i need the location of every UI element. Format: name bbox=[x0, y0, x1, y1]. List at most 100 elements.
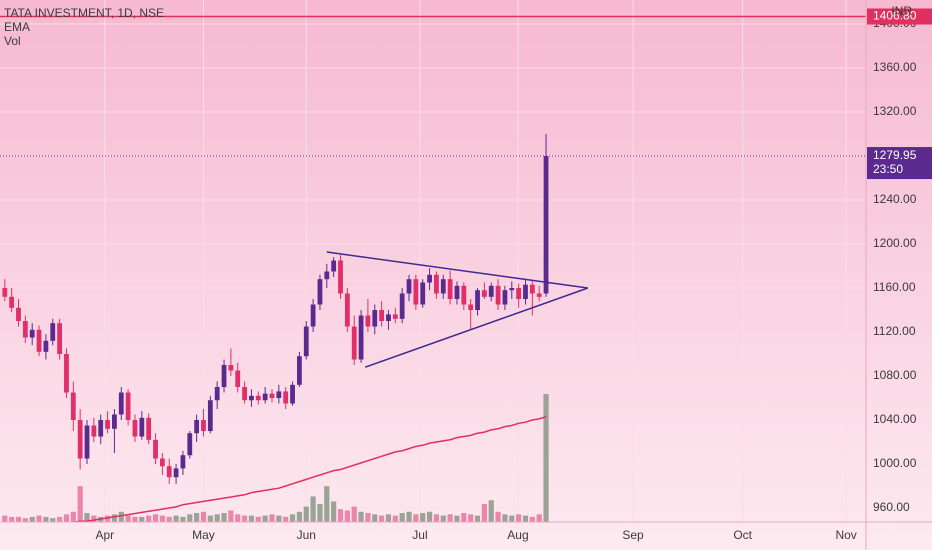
candle-body bbox=[159, 458, 165, 467]
candle-body bbox=[77, 420, 83, 459]
candle-body bbox=[221, 365, 227, 388]
candle-body bbox=[509, 288, 515, 291]
y-tick-label: 1320.00 bbox=[873, 104, 917, 118]
candle-body bbox=[84, 425, 90, 459]
volume-bar bbox=[104, 515, 111, 522]
volume-bar bbox=[351, 506, 357, 522]
candle-body bbox=[495, 285, 501, 305]
candle-body bbox=[481, 290, 487, 297]
candle-body bbox=[153, 439, 158, 459]
volume-bar bbox=[406, 511, 412, 522]
volume-bar bbox=[296, 511, 303, 522]
candle-body bbox=[529, 284, 535, 294]
candle-body bbox=[262, 393, 268, 401]
volume-bar bbox=[317, 504, 323, 522]
volume-bar bbox=[543, 394, 549, 522]
volume-bar bbox=[180, 516, 186, 522]
candle-body bbox=[132, 420, 138, 437]
chart-title: TATA INVESTMENT, 1D, NSE bbox=[4, 6, 164, 20]
candle-body bbox=[502, 290, 508, 305]
candle-body bbox=[454, 285, 460, 300]
candle-body bbox=[516, 288, 522, 300]
volume-bar bbox=[248, 515, 255, 522]
volume-bar bbox=[173, 515, 179, 522]
volume-bar bbox=[262, 515, 268, 522]
volume-bar bbox=[310, 496, 316, 522]
y-tick-label: 1040.00 bbox=[873, 412, 917, 426]
volume-bar bbox=[36, 515, 42, 522]
volume-bar bbox=[91, 515, 97, 522]
currency: INR bbox=[891, 4, 912, 18]
candle-body bbox=[180, 455, 186, 469]
volume-bar bbox=[70, 511, 76, 522]
candle-body bbox=[43, 340, 49, 352]
volume-bar bbox=[516, 514, 522, 522]
volume-bar bbox=[276, 515, 282, 522]
volume-bar bbox=[9, 516, 15, 522]
candle-body bbox=[98, 420, 104, 437]
volume-bar bbox=[43, 516, 49, 522]
volume-bar bbox=[337, 509, 344, 522]
x-tick-label: May bbox=[192, 528, 215, 542]
candle-body bbox=[194, 420, 200, 434]
y-tick-label: 1160.00 bbox=[873, 280, 916, 294]
y-tick-label: 960.00 bbox=[873, 500, 910, 514]
volume-bar bbox=[241, 515, 248, 522]
volume-bar bbox=[77, 486, 83, 522]
candle-body bbox=[91, 425, 97, 437]
y-tick-label: 1240.00 bbox=[873, 192, 917, 206]
volume-bar bbox=[228, 510, 234, 522]
ema-line bbox=[70, 415, 547, 522]
candle-body bbox=[269, 393, 275, 399]
volume-bar bbox=[440, 515, 446, 522]
volume-bar bbox=[495, 511, 501, 522]
trendline bbox=[326, 251, 588, 289]
candle-body bbox=[536, 293, 542, 297]
candle-body bbox=[22, 321, 28, 338]
volume-bar bbox=[454, 515, 460, 522]
candle-body bbox=[16, 307, 21, 322]
volume-bar bbox=[331, 501, 337, 522]
candle-body bbox=[447, 279, 453, 300]
volume-bar bbox=[474, 515, 481, 522]
volume-bar bbox=[303, 506, 309, 522]
candle-body bbox=[29, 329, 35, 338]
volume-bar bbox=[509, 515, 515, 522]
candle-body bbox=[187, 433, 193, 456]
volume-bar bbox=[194, 513, 200, 522]
volume-bar bbox=[358, 511, 364, 522]
volume-bar bbox=[488, 500, 494, 522]
candle-body bbox=[310, 304, 316, 327]
candle-body bbox=[235, 370, 241, 388]
candle-body bbox=[118, 392, 124, 415]
candle-body bbox=[125, 392, 131, 421]
candle-body bbox=[201, 420, 206, 432]
volume-bar bbox=[166, 516, 172, 522]
candle-body bbox=[399, 293, 405, 319]
volume-bar bbox=[139, 516, 145, 522]
candle-body bbox=[440, 279, 446, 294]
y-tick-label: 1200.00 bbox=[873, 236, 917, 250]
y-tick-label: 1080.00 bbox=[873, 368, 917, 382]
candle-body bbox=[331, 260, 337, 272]
indicator-label: EMA bbox=[4, 20, 30, 34]
volume-bar bbox=[235, 514, 241, 522]
candle-body bbox=[105, 420, 110, 429]
alert-box bbox=[867, 8, 932, 25]
volume-bar bbox=[344, 510, 350, 522]
x-tick-label: Jun bbox=[297, 528, 316, 542]
volume-bar bbox=[111, 514, 118, 522]
candle-body bbox=[242, 387, 247, 401]
volume-bar bbox=[214, 514, 220, 522]
candle-body bbox=[427, 274, 432, 283]
candle-body bbox=[70, 392, 76, 421]
volume-bar bbox=[392, 515, 398, 522]
volume-bar bbox=[63, 514, 70, 522]
volume-bar bbox=[399, 513, 405, 522]
candle-body bbox=[112, 414, 117, 429]
candle-body bbox=[214, 387, 220, 401]
candle-body bbox=[523, 284, 528, 300]
candle-body bbox=[2, 288, 8, 297]
